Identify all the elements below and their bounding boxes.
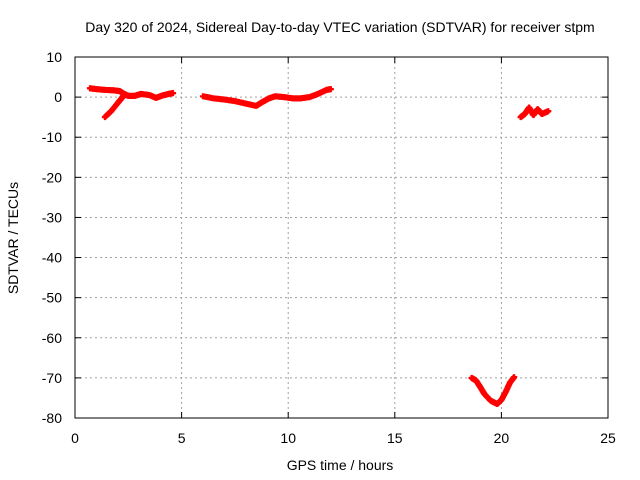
x-tick-label: 5: [178, 430, 186, 446]
grid: [75, 57, 608, 418]
x-tick-label: 15: [387, 430, 403, 446]
y-tick-label: -20: [42, 169, 62, 185]
y-tick-label: 10: [46, 49, 62, 65]
x-tick-label: 25: [600, 430, 616, 446]
data-point: [545, 108, 552, 115]
x-tick-label: 10: [280, 430, 296, 446]
x-axis-label: GPS time / hours: [287, 457, 394, 473]
y-tick-label: -40: [42, 250, 62, 266]
x-tick-label: 0: [71, 430, 79, 446]
y-tick-label: -80: [42, 410, 62, 426]
y-tick-label: 0: [54, 89, 62, 105]
data-point: [170, 90, 177, 97]
y-tick-label: -10: [42, 129, 62, 145]
x-tick-label: 20: [494, 430, 510, 446]
data-point: [511, 374, 518, 381]
y-tick-label: -70: [42, 370, 62, 386]
plot-frame: [74, 56, 609, 419]
data-point: [121, 92, 128, 99]
chart-title: Day 320 of 2024, Sidereal Day-to-day VTE…: [85, 19, 594, 35]
y-tick-label: -60: [42, 330, 62, 346]
data-point: [327, 86, 334, 93]
y-tick-label: -30: [42, 209, 62, 225]
y-axis-label: SDTVAR / TECUs: [5, 182, 21, 294]
data-points: [86, 85, 552, 407]
y-tick-label: -50: [42, 290, 62, 306]
